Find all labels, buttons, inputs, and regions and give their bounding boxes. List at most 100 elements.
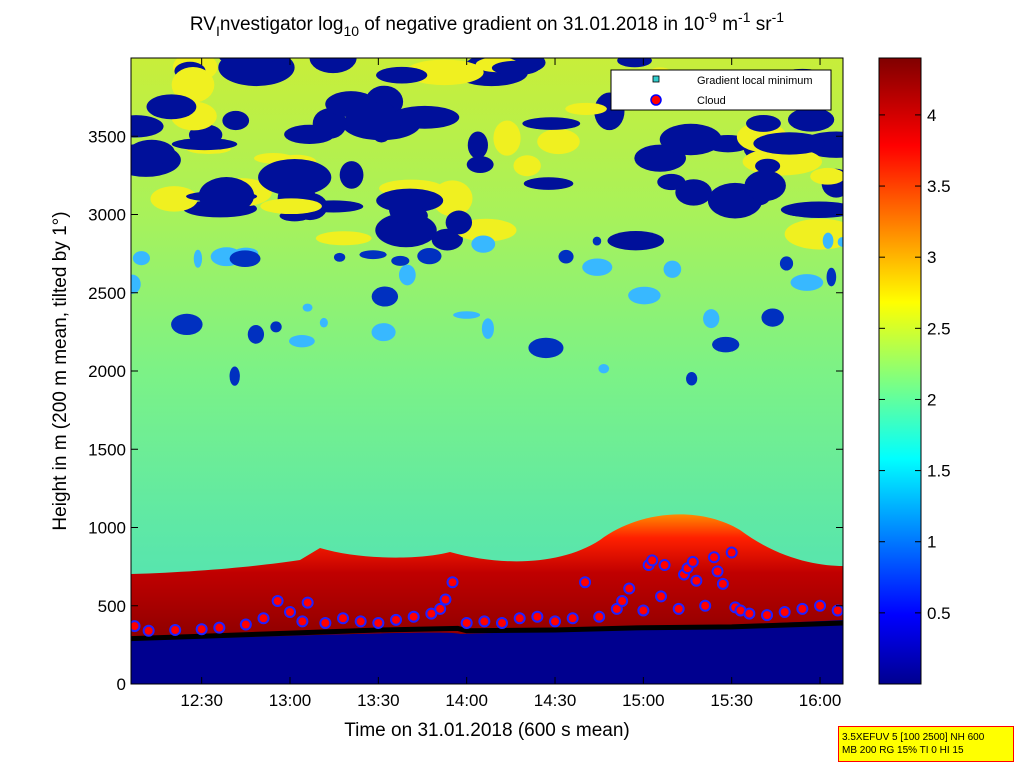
cloud-point xyxy=(131,620,141,633)
heat-blob xyxy=(565,102,607,115)
cloud-point xyxy=(646,554,659,567)
heat-blob xyxy=(171,138,238,151)
y-tick-label: 1000 xyxy=(88,519,126,538)
colorbar-tick-label: 0.5 xyxy=(927,604,951,623)
heat-blob xyxy=(826,267,837,287)
heat-blob xyxy=(131,139,175,166)
heat-blob xyxy=(218,58,295,87)
heat-blob xyxy=(432,180,473,217)
heat-blob xyxy=(493,120,521,156)
colorbar-tick-label: 2.5 xyxy=(927,319,951,338)
x-tick-label: 12:30 xyxy=(180,691,223,710)
heat-blob xyxy=(675,179,712,206)
cloud-point xyxy=(549,615,562,628)
heat-blob xyxy=(659,123,722,156)
boundary-layer-band xyxy=(131,514,843,644)
heat-blob xyxy=(445,210,473,235)
cloud-point xyxy=(425,607,438,620)
cloud-point xyxy=(623,582,636,595)
cloud-point xyxy=(655,590,668,603)
heat-blob xyxy=(453,311,481,319)
x-tick-label: 15:30 xyxy=(710,691,753,710)
y-tick-label: 2500 xyxy=(88,284,126,303)
cloud-point xyxy=(579,576,592,589)
legend-label-gradient-minimum: Gradient local minimum xyxy=(697,75,813,87)
heat-blob xyxy=(431,228,463,251)
heat-blob xyxy=(390,105,460,129)
heat-blob xyxy=(376,66,428,84)
info-line-1: 3.5XEFUV 5 [100 2500] NH 600 xyxy=(842,732,985,743)
heat-blob xyxy=(471,235,496,253)
cloud-point xyxy=(271,595,284,608)
heat-blob xyxy=(822,232,834,249)
heat-blob xyxy=(837,237,843,247)
heat-blob xyxy=(333,252,346,262)
heat-blob xyxy=(481,318,494,339)
y-tick-label: 2000 xyxy=(88,362,126,381)
cloud-point xyxy=(434,602,447,615)
heat-blob xyxy=(260,198,322,215)
cloud-point xyxy=(337,612,350,625)
heat-blob xyxy=(491,60,540,76)
heat-blob xyxy=(131,274,141,294)
legend-marker-gradient-minimum xyxy=(652,75,660,83)
cloud-point xyxy=(716,577,729,590)
heat-blob xyxy=(686,372,698,386)
cloud-point xyxy=(439,593,452,606)
y-tick-label: 3000 xyxy=(88,206,126,225)
heat-blob xyxy=(537,128,580,155)
x-axis-label: Time on 31.01.2018 (600 s mean) xyxy=(344,720,630,741)
cloud-point xyxy=(301,596,314,609)
cloud-point xyxy=(478,615,491,628)
heat-blob xyxy=(405,59,484,86)
cloud-point xyxy=(257,612,270,625)
heat-blob xyxy=(198,177,255,215)
cloud-point xyxy=(284,606,297,619)
heat-blob xyxy=(229,250,261,268)
info-line-2: MB 200 RG 15% TI 0 HI 15 xyxy=(842,745,964,756)
legend-marker-cloud xyxy=(650,94,662,106)
colorbar-tick-label: 3 xyxy=(927,248,936,267)
heat-blob xyxy=(193,249,203,268)
heat-blob xyxy=(628,286,661,305)
cloud-point xyxy=(686,555,699,568)
heat-blob xyxy=(417,247,442,265)
heat-blob xyxy=(289,334,315,348)
y-tick-label: 3500 xyxy=(88,127,126,146)
cloud-point xyxy=(213,621,226,634)
cloud-point xyxy=(593,610,606,623)
heat-blob xyxy=(607,231,665,251)
heat-blob xyxy=(359,250,387,260)
heat-blob xyxy=(270,321,282,333)
heat-blob xyxy=(319,317,328,328)
heat-blob xyxy=(712,336,740,353)
heat-blob xyxy=(513,155,541,177)
heat-blob xyxy=(150,186,198,212)
cloud-point xyxy=(169,624,182,637)
heat-blob xyxy=(229,366,240,386)
y-tick-label: 1500 xyxy=(88,440,126,459)
cloud-point xyxy=(496,616,509,629)
cloud-point xyxy=(531,610,544,623)
colorbar: 0.5 1 1.5 2 2.5 3 3.5 4 xyxy=(878,57,951,685)
heat-blob xyxy=(703,309,720,329)
cloud-point xyxy=(725,546,738,559)
heat-blob xyxy=(309,58,357,74)
x-tick-label: 13:00 xyxy=(269,691,312,710)
heat-blob xyxy=(466,156,494,173)
heat-blob xyxy=(592,236,602,246)
cloud-point xyxy=(195,623,208,636)
heat-blob xyxy=(746,115,781,132)
cloud-point xyxy=(566,612,579,625)
legend: Gradient local minimum Cloud xyxy=(610,69,832,111)
heat-blob xyxy=(398,264,416,286)
heat-blob xyxy=(375,212,437,248)
heat-blob xyxy=(787,107,835,132)
heat-blob xyxy=(810,167,843,185)
colorbar-tick-label: 4 xyxy=(927,106,936,125)
gradient-minimum-line xyxy=(131,620,843,642)
heat-blob xyxy=(222,110,250,131)
y-axis: 0 500 1000 1500 2000 2500 3000 3500 xyxy=(88,127,843,694)
heat-blob xyxy=(522,117,581,130)
heat-blob xyxy=(753,132,826,155)
